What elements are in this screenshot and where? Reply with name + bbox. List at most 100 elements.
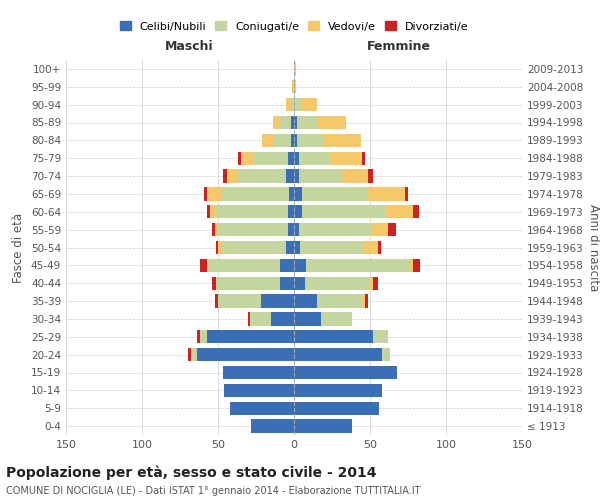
Bar	[262, 134, 273, 147]
Bar	[300, 241, 364, 254]
Bar	[294, 384, 382, 397]
Bar	[294, 170, 299, 183]
Bar	[208, 258, 280, 272]
Bar	[410, 258, 413, 272]
Bar	[413, 205, 419, 218]
Bar	[367, 187, 405, 200]
Bar	[382, 348, 390, 362]
Bar	[302, 187, 367, 200]
Bar	[221, 241, 286, 254]
Bar	[373, 276, 377, 290]
Bar	[212, 276, 217, 290]
Bar	[286, 170, 294, 183]
Bar	[223, 170, 227, 183]
Bar	[294, 187, 302, 200]
Bar	[317, 294, 362, 308]
Bar	[294, 312, 322, 326]
Bar	[294, 62, 296, 76]
Text: Femmine: Femmine	[367, 40, 431, 52]
Bar	[238, 152, 241, 165]
Bar	[329, 152, 362, 165]
Bar	[254, 152, 288, 165]
Bar	[385, 205, 413, 218]
Bar	[294, 80, 296, 94]
Bar	[218, 223, 288, 236]
Bar	[260, 294, 294, 308]
Bar	[212, 223, 215, 236]
Bar	[217, 276, 280, 290]
Bar	[294, 205, 302, 218]
Bar	[294, 348, 382, 362]
Bar	[217, 241, 218, 254]
Bar	[208, 330, 294, 344]
Bar	[319, 116, 346, 129]
Bar	[208, 187, 221, 200]
Bar	[273, 116, 279, 129]
Bar	[218, 294, 260, 308]
Bar	[273, 134, 291, 147]
Bar	[294, 402, 379, 415]
Bar	[288, 223, 294, 236]
Bar	[200, 330, 208, 344]
Text: Popolazione per età, sesso e stato civile - 2014: Popolazione per età, sesso e stato civil…	[6, 466, 377, 480]
Bar	[251, 420, 294, 433]
Bar	[200, 258, 208, 272]
Bar	[241, 152, 254, 165]
Bar	[302, 205, 385, 218]
Bar	[292, 80, 294, 94]
Bar	[297, 134, 325, 147]
Bar	[271, 312, 294, 326]
Bar	[224, 384, 294, 397]
Bar	[294, 276, 305, 290]
Bar	[294, 420, 352, 433]
Bar	[205, 187, 208, 200]
Bar	[305, 276, 370, 290]
Bar	[299, 152, 329, 165]
Bar	[280, 258, 294, 272]
Bar	[294, 258, 306, 272]
Bar	[288, 152, 294, 165]
Bar	[413, 258, 420, 272]
Bar	[221, 187, 289, 200]
Bar	[197, 330, 200, 344]
Bar	[325, 134, 361, 147]
Bar	[188, 348, 191, 362]
Bar	[405, 187, 408, 200]
Bar	[250, 312, 271, 326]
Bar	[288, 205, 294, 218]
Bar	[289, 187, 294, 200]
Bar	[294, 134, 297, 147]
Bar	[362, 294, 365, 308]
Bar	[341, 170, 368, 183]
Bar	[294, 366, 397, 379]
Bar	[373, 330, 388, 344]
Legend: Celibi/Nubili, Coniugati/e, Vedovi/e, Divorziati/e: Celibi/Nubili, Coniugati/e, Vedovi/e, Di…	[115, 17, 473, 36]
Bar	[371, 223, 388, 236]
Bar	[280, 276, 294, 290]
Bar	[294, 294, 317, 308]
Bar	[227, 170, 238, 183]
Bar	[197, 348, 294, 362]
Bar	[215, 294, 218, 308]
Bar	[286, 241, 294, 254]
Bar	[306, 258, 410, 272]
Bar	[291, 134, 294, 147]
Bar	[299, 170, 341, 183]
Bar	[297, 116, 319, 129]
Bar	[294, 116, 297, 129]
Bar	[322, 312, 352, 326]
Bar	[294, 241, 300, 254]
Bar	[286, 98, 291, 112]
Bar	[291, 98, 294, 112]
Bar	[365, 294, 368, 308]
Bar	[364, 241, 377, 254]
Bar	[208, 205, 211, 218]
Y-axis label: Anni di nascita: Anni di nascita	[587, 204, 600, 291]
Bar	[294, 223, 299, 236]
Text: COMUNE DI NOCIGLIA (LE) - Dati ISTAT 1° gennaio 2014 - Elaborazione TUTTITALIA.I: COMUNE DI NOCIGLIA (LE) - Dati ISTAT 1° …	[6, 486, 421, 496]
Bar	[211, 205, 217, 218]
Y-axis label: Fasce di età: Fasce di età	[13, 212, 25, 282]
Bar	[238, 170, 286, 183]
Bar	[279, 116, 291, 129]
Bar	[294, 330, 373, 344]
